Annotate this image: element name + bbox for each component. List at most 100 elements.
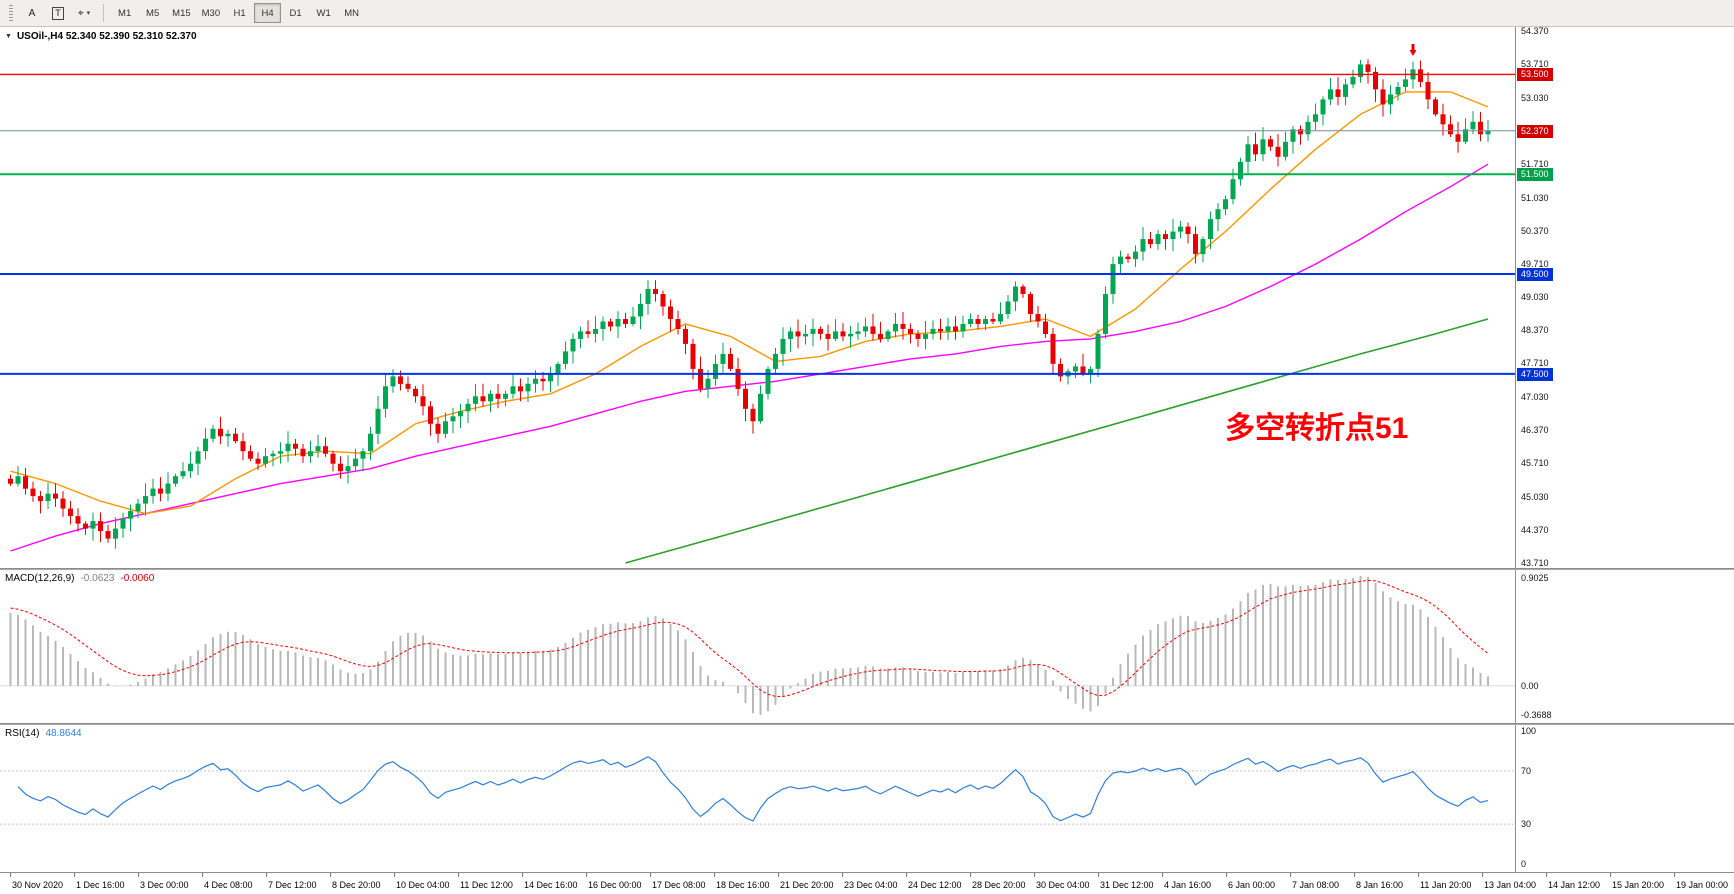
tf-button-MN[interactable]: MN xyxy=(338,3,365,23)
macd-scale-tick: -0.3688 xyxy=(1521,710,1552,720)
chart-annotation[interactable]: 多空转折点51 xyxy=(1225,412,1409,445)
time-label: 15 Jan 20:00 xyxy=(1612,880,1665,890)
time-label: 6 Jan 00:00 xyxy=(1228,880,1276,890)
time-label: 7 Jan 08:00 xyxy=(1292,880,1340,890)
time-tick xyxy=(1290,873,1291,877)
crosshair-tool-button[interactable]: ⌖ ▾ xyxy=(72,3,96,24)
time-label: 4 Jan 16:00 xyxy=(1164,880,1212,890)
time-tick xyxy=(1674,873,1675,877)
time-tick xyxy=(138,873,139,877)
tf-button-M30[interactable]: M30 xyxy=(197,3,225,23)
rsi-scale-tick: 0 xyxy=(1521,859,1527,869)
macd-panel: 0.9025 0.00 -0.3688 MACD(12,26,9) -0.0623 -0… xyxy=(0,570,1734,723)
time-label: 30 Nov 2020 xyxy=(12,880,64,890)
time-tick xyxy=(266,873,267,877)
time-label: 13 Jan 04:00 xyxy=(1484,880,1537,890)
price-tick: 47.030 xyxy=(1521,392,1549,403)
macd-scale: 0.9025 0.00 -0.3688 xyxy=(1515,570,1734,723)
main-plot[interactable] xyxy=(0,27,1515,568)
time-tick xyxy=(458,873,459,877)
price-line-badge: 49.500 xyxy=(1517,268,1553,282)
time-tick xyxy=(1546,873,1547,877)
time-tick xyxy=(714,873,715,877)
chart-title-text: USOil-,H4 52.340 52.390 52.310 52.370 xyxy=(16,31,197,42)
time-tick xyxy=(1482,873,1483,877)
price-tick: 49.710 xyxy=(1521,258,1549,269)
bid-price-badge: 52.370 xyxy=(1517,124,1553,138)
macd-scale-tick: 0.9025 xyxy=(1521,573,1549,583)
caret-down-icon[interactable]: ▼ xyxy=(5,33,12,40)
price-tick: 53.030 xyxy=(1521,92,1549,103)
price-line-badge: 47.500 xyxy=(1517,367,1553,381)
price-tick: 51.710 xyxy=(1521,158,1549,169)
time-label: 23 Dec 04:00 xyxy=(844,880,898,890)
time-label: 17 Dec 08:00 xyxy=(652,880,706,890)
macd-scale-tick: 0.00 xyxy=(1521,680,1539,691)
toolbar-grip-icon[interactable] xyxy=(9,5,13,21)
time-label: 30 Dec 04:00 xyxy=(1036,880,1090,890)
time-tick xyxy=(970,873,971,877)
time-label: 16 Dec 00:00 xyxy=(588,880,642,890)
price-tick: 46.370 xyxy=(1521,425,1549,436)
macd-plot[interactable] xyxy=(0,570,1515,723)
crosshair-icon: ⌖ xyxy=(78,7,84,19)
time-tick xyxy=(1098,873,1099,877)
time-axis[interactable]: 30 Nov 2020 1 Dec 16:00 3 Dec 00:00 4 Dec 0… xyxy=(0,872,1734,894)
price-tick: 45.710 xyxy=(1521,458,1549,469)
price-tick: 50.370 xyxy=(1521,225,1549,236)
time-label: 31 Dec 12:00 xyxy=(1100,880,1154,890)
toolbar: A T ⌖ ▾ M1 M5 M15 M30 H1 H4 D1 W1 MN xyxy=(0,0,1734,27)
price-tick: 44.370 xyxy=(1521,525,1549,536)
time-label: 8 Dec 20:00 xyxy=(332,880,381,890)
panel-splitter[interactable] xyxy=(0,568,1734,570)
price-scale[interactable]: 54.370 53.710 53.030 52.370 51.710 51.030 50.3… xyxy=(1515,27,1734,568)
tf-button-H1[interactable]: H1 xyxy=(226,3,253,23)
time-tick xyxy=(1034,873,1035,877)
text-tool-icon: T xyxy=(52,6,64,20)
time-tick xyxy=(778,873,779,877)
toolbar-separator xyxy=(103,4,105,22)
time-label: 3 Dec 00:00 xyxy=(140,880,189,890)
tf-button-M5[interactable]: M5 xyxy=(139,3,166,23)
panel-splitter[interactable] xyxy=(0,723,1734,725)
macd-label: MACD(12,26,9) -0.0623 -0.0060 xyxy=(5,573,160,584)
price-tick: 54.370 xyxy=(1521,27,1549,36)
time-label: 18 Dec 16:00 xyxy=(716,880,770,890)
time-label: 24 Dec 12:00 xyxy=(908,880,962,890)
time-tick xyxy=(394,873,395,877)
chevron-down-icon: ▾ xyxy=(86,10,91,17)
rsi-scale-tick: 30 xyxy=(1521,819,1532,830)
rsi-label: RSI(14) 48.8644 xyxy=(5,728,88,739)
time-tick xyxy=(330,873,331,877)
tf-button-W1[interactable]: W1 xyxy=(310,3,337,23)
time-tick xyxy=(522,873,523,877)
macd-name: MACD(12,26,9) xyxy=(5,573,75,584)
rsi-scale-tick: 100 xyxy=(1521,726,1537,736)
tf-button-H4[interactable]: H4 xyxy=(254,3,282,23)
time-tick xyxy=(906,873,907,877)
tf-button-D1[interactable]: D1 xyxy=(282,3,309,23)
price-tick: 48.370 xyxy=(1521,325,1549,336)
text-tool-button[interactable]: T xyxy=(46,3,70,24)
time-tick xyxy=(1610,873,1611,877)
time-tick xyxy=(202,873,203,877)
time-label: 28 Dec 20:00 xyxy=(972,880,1026,890)
rsi-scale: 100 70 30 0 xyxy=(1515,725,1734,872)
price-tick: 51.030 xyxy=(1521,192,1549,203)
price-tick: 45.030 xyxy=(1521,492,1549,503)
price-tick: 43.710 xyxy=(1521,558,1549,568)
rsi-scale-tick: 70 xyxy=(1521,765,1532,776)
time-label: 21 Dec 20:00 xyxy=(780,880,834,890)
tf-button-M1[interactable]: M1 xyxy=(111,3,138,23)
font-tool-button[interactable]: A xyxy=(20,3,44,24)
time-tick xyxy=(586,873,587,877)
time-label: 4 Dec 08:00 xyxy=(204,880,253,890)
tf-button-M15[interactable]: M15 xyxy=(167,3,195,23)
time-label: 1 Dec 16:00 xyxy=(76,880,125,890)
time-tick xyxy=(650,873,651,877)
time-tick xyxy=(1354,873,1355,877)
price-tick: 53.710 xyxy=(1521,58,1549,69)
rsi-plot[interactable] xyxy=(0,725,1515,872)
time-label: 14 Jan 12:00 xyxy=(1548,880,1601,890)
